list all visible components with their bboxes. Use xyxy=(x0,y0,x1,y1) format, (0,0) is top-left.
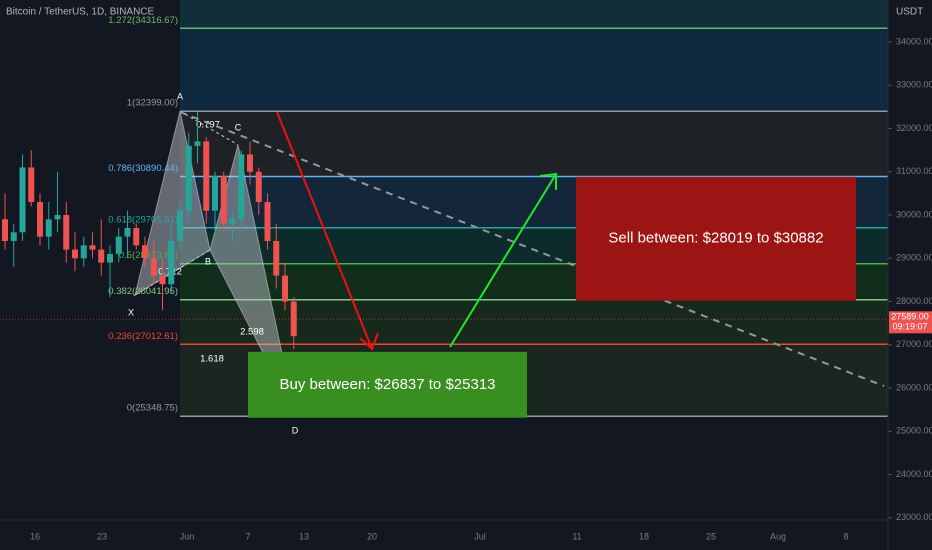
candle-body xyxy=(220,176,227,224)
x-tick-label: 7 xyxy=(245,531,250,541)
x-tick-label: Jul xyxy=(474,531,486,541)
trend-line xyxy=(179,111,885,387)
y-tick-label: 24000.00 xyxy=(896,469,932,479)
y-tick-label: 26000.00 xyxy=(896,382,932,392)
range-box xyxy=(576,176,856,301)
candle-body xyxy=(159,275,166,285)
pattern-point-label: B xyxy=(205,256,211,266)
candle-body xyxy=(28,167,35,203)
candle-body xyxy=(124,227,131,237)
candle-body xyxy=(142,245,148,259)
x-tick-label: 20 xyxy=(367,531,377,541)
y-tick-label: 31000.00 xyxy=(896,166,932,176)
fib-label: 0.786(30890.44) xyxy=(108,163,178,174)
candle-body xyxy=(290,301,297,337)
x-tick-label: 8 xyxy=(843,531,848,541)
range-box-label: Sell between: $28019 to $30882 xyxy=(608,230,823,247)
candle-body xyxy=(80,245,87,259)
fib-label: 1.272(34316.67) xyxy=(108,15,178,26)
ratio-label: 2.598 xyxy=(240,327,264,338)
y-tick-label: 29000.00 xyxy=(896,253,932,263)
candle-body xyxy=(37,202,43,237)
axis-unit: USDT xyxy=(896,7,923,18)
y-tick-label: 28000.00 xyxy=(896,296,932,306)
candle-body xyxy=(177,210,183,241)
harmonic-leg xyxy=(179,110,239,146)
fib-label: 0(25348.75) xyxy=(127,403,178,414)
candle-body xyxy=(89,245,96,250)
candle-body xyxy=(264,202,271,241)
y-tick-label: 34000.00 xyxy=(896,36,932,46)
ratio-label: 1.618 xyxy=(200,354,224,365)
y-tick-label: 27000.00 xyxy=(896,339,932,349)
price-tag xyxy=(889,311,932,334)
y-tick-label: 32000.00 xyxy=(896,123,932,133)
fib-zone xyxy=(180,0,888,29)
candle-body xyxy=(72,249,78,259)
candle-body xyxy=(273,240,280,276)
price-tag-label: 27589.00 xyxy=(891,312,929,322)
countdown-label: 09:19:07 xyxy=(892,322,927,332)
fib-zone xyxy=(180,28,888,112)
candle-body xyxy=(54,215,61,220)
fib-zone xyxy=(180,111,888,177)
fib-label: 0.618(29705.81) xyxy=(108,214,178,225)
fib-label: 1(32399.00) xyxy=(127,98,178,109)
candle-body xyxy=(229,219,236,224)
x-tick-label: Jun xyxy=(180,531,195,541)
candle-body xyxy=(10,232,17,241)
fib-label: 0.382(28041.95) xyxy=(108,286,178,297)
candle-body xyxy=(185,145,192,211)
candle-body xyxy=(168,240,175,285)
x-tick-label: 11 xyxy=(572,531,581,541)
y-tick-label: 33000.00 xyxy=(896,80,932,90)
chart-title: Bitcoin / TetherUS, 1D, BINANCE xyxy=(6,7,155,18)
fib-label: 0.236(27012.61) xyxy=(108,331,178,342)
x-tick-label: 18 xyxy=(639,531,649,541)
candle-body xyxy=(255,171,262,203)
x-tick-label: 25 xyxy=(706,531,716,541)
x-tick-label: 13 xyxy=(299,531,309,541)
candle-body xyxy=(98,249,105,263)
candle-body xyxy=(212,176,218,211)
ratio-label: 0.797 xyxy=(196,120,220,131)
candle-body xyxy=(238,154,245,220)
y-tick-label: 23000.00 xyxy=(896,512,932,522)
y-tick-label: 30000.00 xyxy=(896,209,932,219)
candle-body xyxy=(150,258,157,276)
range-box xyxy=(248,351,527,418)
candle-body xyxy=(282,275,288,302)
pattern-point-label: C xyxy=(235,122,242,132)
candle-body xyxy=(194,141,201,146)
arrow-head xyxy=(359,332,379,351)
candle-body xyxy=(107,253,113,263)
arrow xyxy=(449,173,557,348)
candle-body xyxy=(45,219,52,237)
y-tick-label: 25000.00 xyxy=(896,426,932,436)
x-tick-label: 16 xyxy=(30,531,40,541)
pattern-point-label: X xyxy=(128,307,134,317)
range-box-label: Buy between: $26837 to $25313 xyxy=(279,376,495,393)
candle-body xyxy=(133,227,140,246)
pattern-point-label: A xyxy=(177,92,183,102)
fib-zone xyxy=(180,299,888,345)
candle-body xyxy=(63,215,70,250)
fib-label: 0.5(28873.88) xyxy=(119,250,178,261)
candle-body xyxy=(247,154,253,172)
candle-body xyxy=(2,219,8,241)
x-tick-label: Aug xyxy=(770,531,786,541)
candle-body xyxy=(115,236,122,254)
pattern-point-label: D xyxy=(292,425,299,435)
x-tick-label: 23 xyxy=(97,531,107,541)
arrow-head xyxy=(539,172,557,190)
candle-body xyxy=(19,167,26,233)
arrow xyxy=(276,111,373,350)
candle-body xyxy=(203,141,210,211)
